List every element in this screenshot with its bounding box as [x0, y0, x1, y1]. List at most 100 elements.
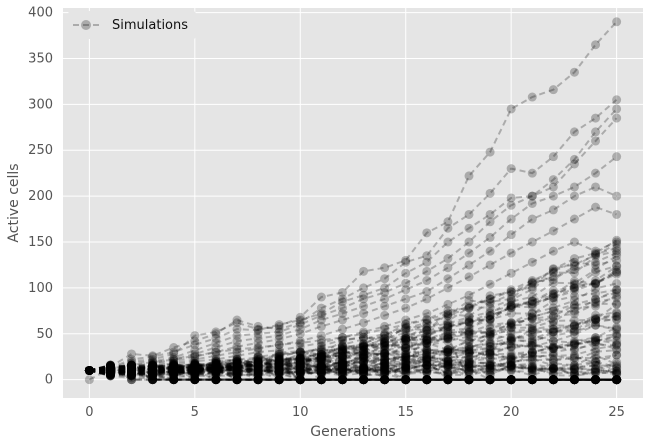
simulation-point	[190, 363, 200, 373]
series-point	[380, 345, 390, 355]
simulation-point	[274, 370, 284, 380]
simulation-point	[506, 342, 516, 352]
simulation-point	[380, 349, 390, 359]
simulation-point	[295, 360, 305, 370]
simulation-point	[464, 356, 474, 366]
simulation-point	[316, 375, 326, 385]
simulation-point	[569, 375, 579, 385]
simulation-point	[169, 361, 179, 371]
simulation-point	[422, 335, 432, 345]
simulation-point	[105, 366, 115, 376]
simulation-point	[569, 375, 579, 385]
simulation-point	[443, 375, 453, 385]
simulation-point	[464, 348, 474, 358]
simulation-point	[464, 295, 474, 305]
simulation-point	[359, 375, 369, 385]
simulation-point	[253, 364, 263, 374]
simulation-point	[190, 368, 200, 378]
simulation-point	[380, 366, 390, 376]
simulation-point	[211, 361, 221, 371]
simulation-point	[422, 375, 432, 385]
simulation-point	[380, 364, 390, 374]
simulation-point	[506, 300, 516, 310]
simulation-point	[211, 366, 221, 376]
series-point	[422, 360, 432, 370]
simulation-point	[169, 369, 179, 379]
simulation-point	[527, 375, 537, 385]
series-point	[316, 375, 326, 385]
simulation-point	[295, 363, 305, 373]
simulation-point	[211, 364, 221, 374]
simulation-point	[422, 375, 432, 385]
series-point	[464, 301, 474, 311]
simulation-point	[380, 330, 390, 340]
simulation-point	[232, 356, 242, 366]
simulation-point	[569, 352, 579, 362]
simulation-point	[612, 366, 622, 376]
simulation-point	[190, 362, 200, 372]
series-point	[401, 257, 411, 267]
simulation-point	[253, 360, 263, 370]
simulation-point	[506, 302, 516, 312]
simulation-point	[337, 358, 347, 368]
simulation-point	[148, 361, 158, 371]
simulation-point	[105, 365, 115, 375]
series-point	[569, 340, 579, 350]
simulation-point	[569, 375, 579, 385]
simulation-point	[443, 361, 453, 371]
simulation-point	[612, 375, 622, 385]
simulation-point	[359, 332, 369, 342]
simulation-point	[127, 361, 137, 371]
simulation-point	[591, 375, 601, 385]
simulation-point	[337, 363, 347, 373]
simulation-point	[127, 375, 137, 385]
simulation-point	[401, 375, 411, 385]
simulation-point	[169, 365, 179, 375]
series-point	[148, 357, 158, 367]
series-point	[274, 340, 284, 350]
simulation-point	[190, 360, 200, 370]
simulation-point	[380, 360, 390, 370]
simulation-point	[316, 351, 326, 361]
simulation-point	[127, 367, 137, 377]
simulation-point	[295, 362, 305, 372]
simulation-point	[211, 361, 221, 371]
series-point	[443, 375, 453, 385]
simulation-point	[148, 363, 158, 373]
simulation-point	[485, 375, 495, 385]
series-point	[380, 375, 390, 385]
series-point	[612, 248, 622, 258]
simulation-point	[84, 365, 94, 375]
series-point	[380, 310, 390, 320]
simulation-point	[253, 360, 263, 370]
simulation-point	[274, 375, 284, 385]
simulation-point	[337, 375, 347, 385]
simulation-point	[274, 357, 284, 367]
simulation-point	[148, 366, 158, 376]
simulation-point	[401, 334, 411, 344]
simulation-point	[485, 350, 495, 360]
simulation-point	[316, 355, 326, 365]
series-point	[548, 85, 558, 95]
series-point	[591, 136, 601, 146]
simulation-point	[359, 375, 369, 385]
simulation-point	[612, 375, 622, 385]
simulation-point	[295, 365, 305, 375]
simulation-point	[380, 375, 390, 385]
simulation-point	[548, 364, 558, 374]
simulation-point	[84, 365, 94, 375]
simulation-point	[464, 347, 474, 357]
simulation-point	[548, 364, 558, 374]
simulation-point	[337, 369, 347, 379]
series-point	[591, 375, 601, 385]
simulation-point	[169, 369, 179, 379]
simulation-point	[190, 358, 200, 368]
simulation-point	[337, 356, 347, 366]
simulation-point	[359, 347, 369, 357]
simulation-point	[380, 350, 390, 360]
simulation-point	[569, 260, 579, 270]
simulation-point	[506, 300, 516, 310]
simulation-point	[506, 357, 516, 367]
simulation-point	[190, 365, 200, 375]
series-point	[422, 228, 432, 238]
